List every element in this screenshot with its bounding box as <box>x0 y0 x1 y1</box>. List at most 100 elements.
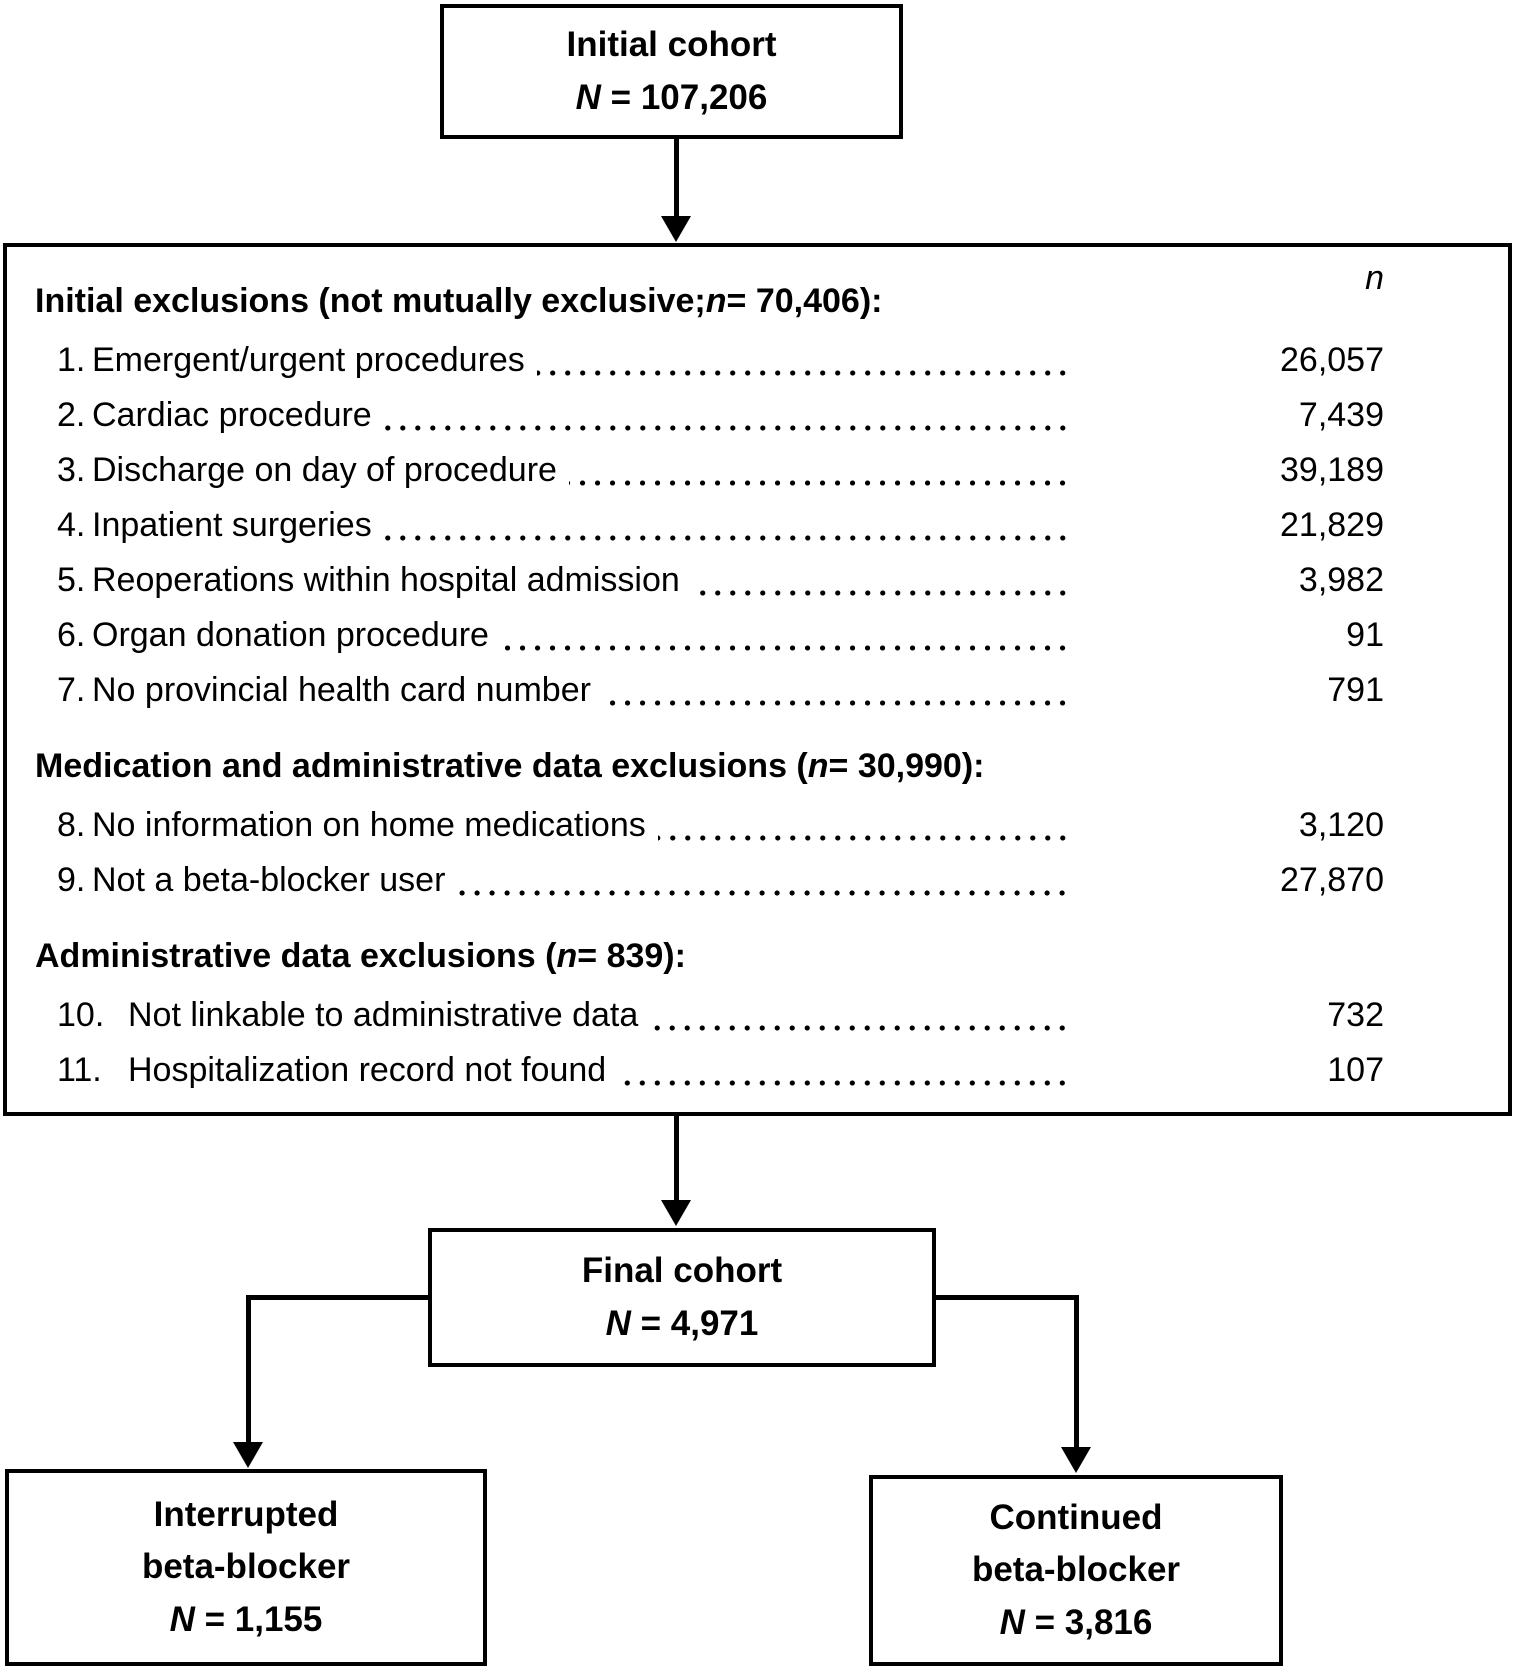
n-value: = 4,971 <box>630 1303 759 1343</box>
item-number: 11. <box>57 1051 102 1089</box>
exclusion-item-10: 10. Not linkable to administrative data … <box>57 988 1384 1043</box>
section-title-nvar: n <box>807 746 829 785</box>
dot-leader <box>618 1079 1070 1086</box>
n-symbol: N <box>999 1602 1025 1642</box>
item-number: 4. <box>57 506 86 544</box>
n-value: = 107,206 <box>600 77 768 117</box>
item-label: Reoperations within hospital admission <box>92 561 680 599</box>
item-value: 39,189 <box>1280 451 1384 489</box>
dot-leader <box>657 834 1070 841</box>
dot-leader <box>500 644 1070 651</box>
dot-leader <box>383 534 1070 541</box>
item-number: 6. <box>57 616 86 654</box>
final-cohort-title: Final cohort <box>581 1251 783 1290</box>
exclusion-item-11: 11. Hospitalization record not found 107 <box>57 1043 1384 1098</box>
dot-leader <box>650 1024 1070 1031</box>
final-cohort-box: Final cohort N = 4,971 <box>428 1228 936 1367</box>
section-title-pre: Administrative data exclusions ( <box>35 936 557 975</box>
item-number: 5. <box>57 561 86 599</box>
item-number: 10. <box>57 996 105 1034</box>
item-value: 21,829 <box>1280 506 1384 544</box>
dot-leader <box>536 369 1070 376</box>
initial-cohort-n: N = 107,206 <box>576 72 768 125</box>
interrupted-n: N = 1,155 <box>170 1594 323 1647</box>
arrow-initial-to-exclusions-line <box>674 139 679 219</box>
item-label: Inpatient surgeries <box>92 506 372 544</box>
item-value: 3,982 <box>1298 561 1384 599</box>
exclusion-item-2: 2. Cardiac procedure 7,439 <box>57 388 1384 443</box>
exclusion-item-8: 8. No information on home medications 3,… <box>57 798 1384 853</box>
section-header-medication-exclusions: Medication and administrative data exclu… <box>35 744 1384 788</box>
branch-right-vertical-line <box>1074 1295 1079 1449</box>
n-symbol: N <box>575 77 601 117</box>
item-label: Organ donation procedure <box>92 616 489 654</box>
item-number: 9. <box>57 861 86 899</box>
dot-leader <box>383 424 1070 431</box>
final-cohort-n: N = 4,971 <box>606 1298 759 1351</box>
exclusion-item-1: 1. Emergent/urgent procedures 26,057 <box>57 333 1384 388</box>
arrow-exclusions-to-final-head <box>661 1200 691 1226</box>
exclusions-box: n Initial exclusions (not mutually exclu… <box>3 243 1512 1116</box>
section-title-post: = 30,990): <box>828 746 985 785</box>
n-value: = 1,155 <box>194 1599 323 1639</box>
interrupted-line2: beta-blocker <box>141 1547 351 1587</box>
item-label: Not linkable to administrative data <box>128 996 639 1034</box>
dot-leader <box>602 699 1070 706</box>
exclusion-item-9: 9. Not a beta-blocker user 27,870 <box>57 853 1384 908</box>
interrupted-beta-blocker-box: Interrupted beta-blocker N = 1,155 <box>5 1469 487 1666</box>
item-value: 27,870 <box>1280 861 1384 899</box>
branch-left-horizontal-line <box>246 1295 428 1300</box>
exclusion-item-3: 3. Discharge on day of procedure 39,189 <box>57 443 1384 498</box>
branch-left-vertical-line <box>246 1295 251 1445</box>
item-value: 107 <box>1327 1051 1384 1089</box>
item-label: Discharge on day of procedure <box>92 451 557 489</box>
exclusion-item-5: 5. Reoperations within hospital admissio… <box>57 553 1384 608</box>
dot-leader <box>457 889 1070 896</box>
item-number: 1. <box>57 341 86 379</box>
arrow-initial-to-exclusions-head <box>661 216 691 242</box>
branch-right-arrow-head <box>1061 1447 1091 1473</box>
exclusion-item-4: 4. Inpatient surgeries 21,829 <box>57 498 1384 553</box>
continued-line1: Continued <box>989 1497 1163 1537</box>
exclusion-item-6: 6. Organ donation procedure 91 <box>57 608 1384 663</box>
item-value: 791 <box>1327 671 1384 709</box>
item-number: 3. <box>57 451 86 489</box>
item-value: 3,120 <box>1298 806 1384 844</box>
item-value: 91 <box>1346 616 1384 654</box>
n-symbol: N <box>169 1599 195 1639</box>
item-number: 8. <box>57 806 86 844</box>
section-title-post: = 70,406): <box>726 281 883 320</box>
item-label: Hospitalization record not found <box>128 1051 607 1089</box>
section-title-pre: Medication and administrative data exclu… <box>35 746 808 785</box>
item-label: Emergent/urgent procedures <box>92 341 525 379</box>
arrow-exclusions-to-final-line <box>674 1116 679 1202</box>
item-label: No provincial health card number <box>92 671 591 709</box>
section-title-nvar: n <box>556 936 578 975</box>
continued-line2: beta-blocker <box>971 1550 1181 1590</box>
item-number: 7. <box>57 671 86 709</box>
initial-cohort-title: Initial cohort <box>566 25 777 64</box>
n-value: = 3,816 <box>1024 1602 1153 1642</box>
section-header-initial-exclusions: Initial exclusions (not mutually exclusi… <box>35 279 1384 323</box>
exclusion-item-7: 7. No provincial health card number 791 <box>57 663 1384 718</box>
item-value: 26,057 <box>1280 341 1384 379</box>
n-column-header: n <box>1365 259 1384 297</box>
dot-leader <box>568 479 1070 486</box>
item-value: 7,439 <box>1298 396 1384 434</box>
section-header-administrative-exclusions: Administrative data exclusions (n = 839)… <box>35 934 1384 978</box>
item-label: Not a beta-blocker user <box>92 861 446 899</box>
item-value: 732 <box>1327 996 1384 1034</box>
item-label: No information on home medications <box>92 806 646 844</box>
initial-cohort-box: Initial cohort N = 107,206 <box>440 4 903 139</box>
continued-beta-blocker-box: Continued beta-blocker N = 3,816 <box>869 1475 1283 1666</box>
n-symbol: N <box>605 1303 631 1343</box>
branch-right-horizontal-line <box>932 1295 1078 1300</box>
section-title-post: = 839): <box>577 936 686 975</box>
branch-left-arrow-head <box>233 1442 263 1468</box>
dot-leader <box>691 589 1070 596</box>
interrupted-line1: Interrupted <box>153 1494 339 1534</box>
section-title-nvar: n <box>705 281 727 320</box>
item-label: Cardiac procedure <box>92 396 372 434</box>
item-number: 2. <box>57 396 86 434</box>
